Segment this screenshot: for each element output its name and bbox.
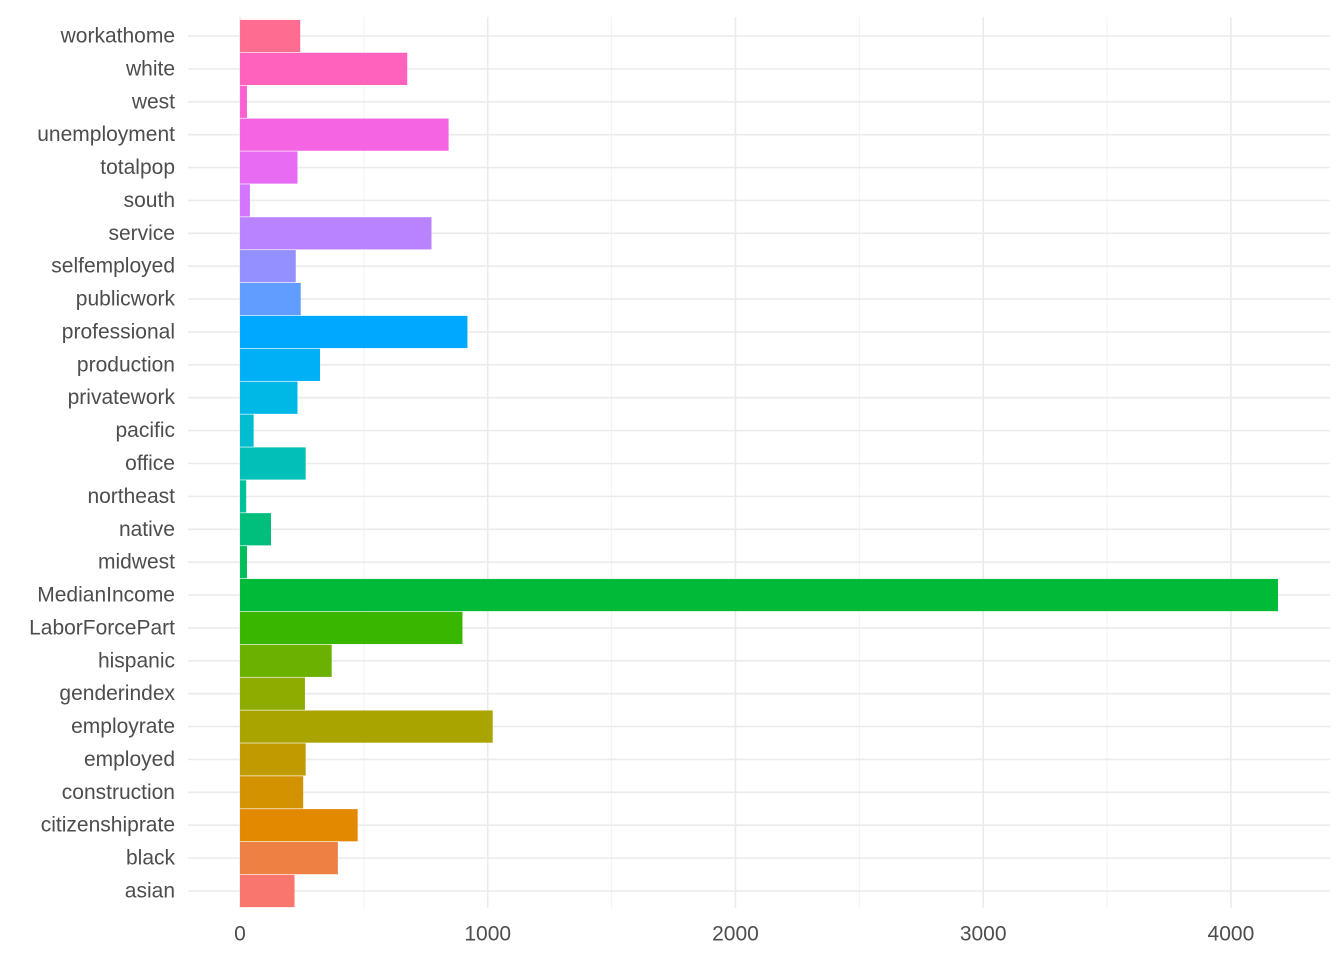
bar-black [240,842,338,875]
bar-west [240,85,247,118]
bar-publicwork [240,282,301,316]
y-tick-label-workathome: workathome [60,25,175,48]
y-tick-label-privatework: privatework [68,386,176,409]
bar-LaborForcePart [240,611,463,645]
y-axis-tick-labels: asian black citizenshiprate construction emp… [29,25,175,903]
bar-white [240,52,408,85]
y-tick-label-genderindex: genderindex [59,682,175,705]
y-tick-label-selfemployed: selfemployed [51,255,175,278]
y-tick-label-employrate: employrate [71,715,175,738]
bars [240,19,1278,908]
bar-professional [240,315,468,349]
y-tick-label-midwest: midwest [98,551,175,574]
bar-production [240,348,321,381]
x-tick-label-1: 1000 [464,923,511,946]
bar-midwest [240,546,247,579]
bar-totalpop [240,151,298,184]
bar-employed [240,743,306,776]
x-tick-label-4: 4000 [1208,923,1255,946]
x-axis-tick-labels: 0 1000 2000 3000 4000 [234,923,1254,946]
bar-genderindex [240,677,305,710]
x-tick-label-3: 3000 [960,923,1007,946]
y-tick-label-office: office [125,452,175,475]
y-tick-label-LaborForcePart: LaborForcePart [29,616,175,639]
bar-pacific [240,414,254,447]
y-tick-label-west: west [131,90,175,113]
bar-northeast [240,480,247,513]
y-tick-label-MedianIncome: MedianIncome [37,584,175,607]
x-tick-label-2: 2000 [712,923,759,946]
y-tick-label-publicwork: publicwork [76,288,176,311]
bar-unemployment [240,118,449,151]
major-gridlines [188,17,1330,908]
x-tick-label-0: 0 [234,923,246,946]
y-tick-label-pacific: pacific [115,419,175,442]
bar-native [240,513,271,546]
y-tick-label-black: black [126,847,176,870]
y-tick-label-native: native [119,518,175,541]
y-tick-label-south: south [124,189,175,212]
y-tick-label-white: white [125,57,175,80]
y-tick-label-service: service [108,222,175,245]
bar-MedianIncome [240,578,1278,612]
bar-office [240,447,306,480]
bar-south [240,184,250,217]
y-tick-label-professional: professional [62,320,175,343]
y-tick-label-employed: employed [84,748,175,771]
bar-workathome [240,19,301,53]
y-tick-label-totalpop: totalpop [100,156,175,179]
bar-hispanic [240,644,332,677]
y-tick-label-production: production [77,353,175,376]
y-tick-label-unemployment: unemployment [37,123,175,146]
bar-employrate [240,710,493,743]
bar-selfemployed [240,250,296,283]
bar-construction [240,776,304,809]
bar-citizenshiprate [240,809,358,842]
bar-asian [240,874,295,908]
y-tick-label-hispanic: hispanic [98,649,175,672]
bar-service [240,217,432,250]
y-tick-label-construction: construction [62,781,175,804]
y-tick-label-citizenshiprate: citizenshiprate [41,814,175,837]
bar-privatework [240,381,298,414]
y-tick-label-asian: asian [125,880,175,903]
y-tick-label-northeast: northeast [87,485,175,508]
